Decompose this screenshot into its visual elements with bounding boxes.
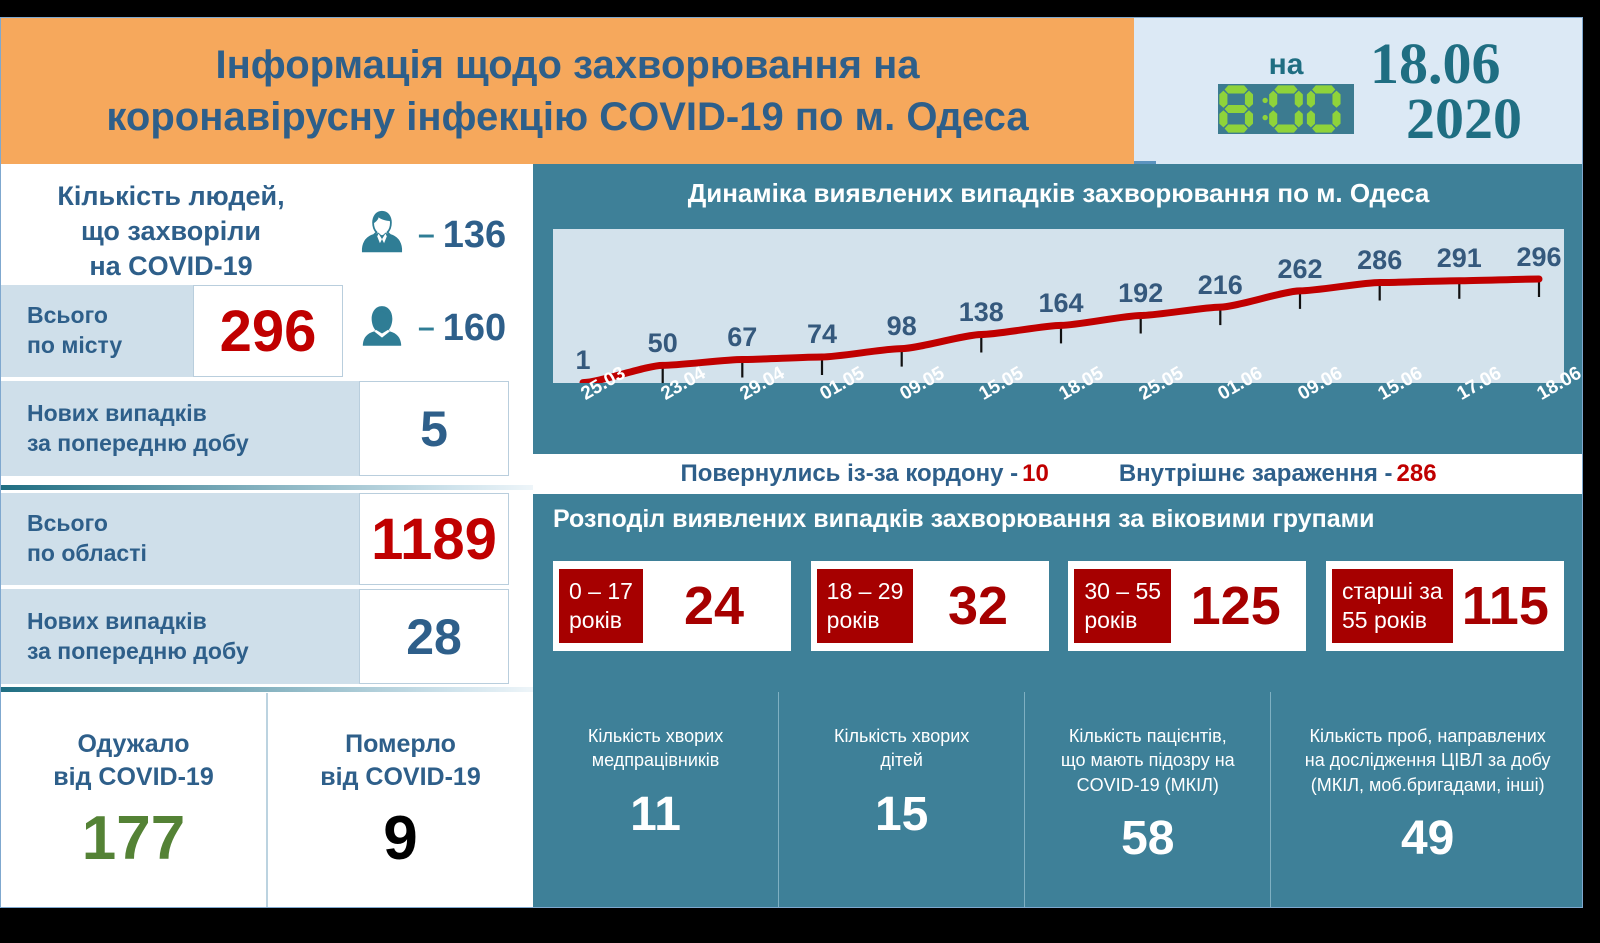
svg-text:192: 192 bbox=[1118, 278, 1163, 308]
svg-text:296: 296 bbox=[1516, 242, 1561, 272]
svg-text:98: 98 bbox=[887, 311, 917, 341]
svg-text:1: 1 bbox=[575, 345, 590, 375]
svg-text:291: 291 bbox=[1437, 243, 1482, 273]
svg-text:286: 286 bbox=[1357, 245, 1402, 275]
svg-text:262: 262 bbox=[1277, 254, 1322, 284]
svg-text:74: 74 bbox=[807, 319, 837, 349]
svg-text:216: 216 bbox=[1198, 270, 1243, 300]
svg-text:67: 67 bbox=[727, 322, 757, 352]
svg-text:164: 164 bbox=[1038, 288, 1083, 318]
svg-text:138: 138 bbox=[959, 297, 1004, 327]
svg-text:50: 50 bbox=[648, 328, 678, 358]
